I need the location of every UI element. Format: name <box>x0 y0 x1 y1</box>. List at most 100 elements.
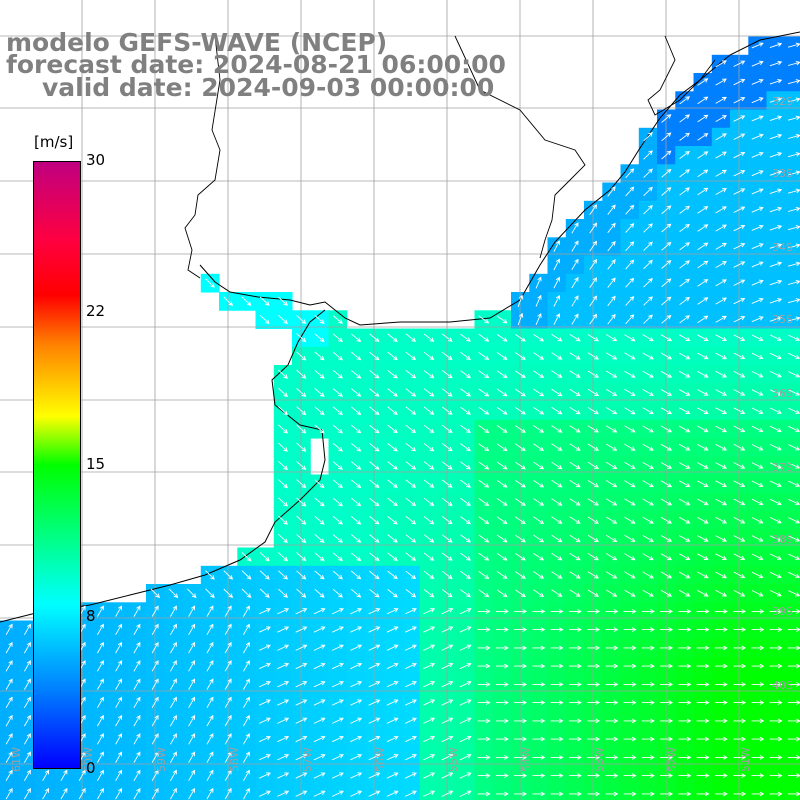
wind-arrow <box>551 333 563 342</box>
wind-arrow <box>460 589 471 598</box>
wind-arrow <box>550 736 564 742</box>
wind-arrow <box>170 733 177 745</box>
wind-arrow <box>478 388 490 397</box>
wind-arrow <box>607 240 616 252</box>
wind-arrow <box>295 626 308 633</box>
wind-cell <box>127 784 147 800</box>
wind-arrow <box>478 589 490 598</box>
wind-arrow <box>715 589 728 597</box>
wind-arrow <box>460 497 471 506</box>
wind-arrow <box>678 352 691 360</box>
wind-arrow <box>697 151 709 159</box>
wind-arrow <box>205 588 215 598</box>
wind-arrow <box>733 78 746 86</box>
wind-arrow <box>350 754 363 761</box>
wind-arrow <box>605 755 619 760</box>
wind-cell <box>675 784 695 800</box>
wind-arrow <box>661 187 672 196</box>
wind-arrow <box>459 790 472 797</box>
wind-arrow <box>661 260 672 269</box>
wind-arrow <box>678 425 691 433</box>
wind-arrow <box>532 755 546 760</box>
wind-arrow <box>697 206 709 214</box>
wind-arrow <box>188 678 196 690</box>
wind-arrow <box>314 388 325 397</box>
wind-arrow <box>751 571 764 579</box>
wind-arrow <box>553 240 560 252</box>
wind-arrow <box>423 552 435 561</box>
wind-arrow <box>643 241 653 251</box>
wind-arrow <box>115 605 123 617</box>
wind-arrow <box>259 644 271 651</box>
wind-arrow <box>224 696 232 709</box>
wind-arrow <box>624 534 636 542</box>
wind-arrow <box>442 351 453 361</box>
wind-arrow <box>625 204 635 215</box>
longitude-label: 58W <box>228 747 241 772</box>
wind-arrow <box>643 296 653 306</box>
wind-arrow <box>97 733 104 745</box>
wind-cell <box>401 784 421 800</box>
wind-arrow <box>259 754 271 761</box>
wind-arrow <box>369 424 380 434</box>
wind-arrow <box>514 791 528 797</box>
wind-arrow <box>97 660 104 672</box>
wind-arrow <box>514 645 528 651</box>
wind-arrow <box>661 114 672 123</box>
wind-arrow <box>715 443 728 451</box>
wind-arrow <box>769 682 783 687</box>
wind-arrow <box>243 660 250 672</box>
wind-arrow <box>733 571 746 579</box>
wind-arrow <box>678 773 692 778</box>
wind-arrow <box>533 370 545 379</box>
wind-arrow <box>278 552 288 562</box>
wind-arrow <box>405 388 417 397</box>
wind-arrow <box>478 406 490 415</box>
wind-arrow <box>751 261 764 268</box>
wind-arrow <box>587 461 599 469</box>
wind-arrow <box>550 627 564 632</box>
wind-arrow <box>587 682 601 687</box>
wind-arrow <box>296 406 307 416</box>
wind-arrow <box>496 498 508 506</box>
wind-arrow <box>423 534 435 543</box>
latitude-label: 39S <box>772 605 793 618</box>
wind-arrow <box>368 644 381 651</box>
wind-arrow <box>351 369 362 379</box>
wind-arrow <box>97 605 104 617</box>
wind-arrow <box>423 388 435 397</box>
wind-arrow <box>589 313 598 325</box>
wind-arrow <box>660 389 673 396</box>
wind-arrow <box>296 588 307 598</box>
wind-arrow <box>206 751 214 763</box>
wind-arrow <box>625 296 635 306</box>
wind-arrow <box>532 773 546 778</box>
wind-arrow <box>733 60 746 67</box>
wind-arrow <box>587 425 599 433</box>
wind-arrow <box>423 699 436 706</box>
wind-arrow <box>295 699 308 706</box>
wind-arrow <box>553 258 560 271</box>
wind-arrow <box>533 534 545 543</box>
wind-arrow <box>278 387 288 398</box>
wind-arrow <box>751 627 765 632</box>
wind-arrow <box>459 644 472 651</box>
wind-arrow <box>770 407 782 414</box>
wind-arrow <box>478 461 490 470</box>
wind-arrow <box>625 259 635 270</box>
wind-arrow <box>770 444 782 451</box>
wind-arrow <box>697 516 709 524</box>
wind-arrow <box>151 733 159 745</box>
wind-arrow <box>551 425 563 433</box>
wind-arrow <box>679 187 690 196</box>
wind-arrow <box>517 312 524 326</box>
wind-arrow <box>460 570 471 579</box>
wind-arrow <box>569 352 581 360</box>
wind-arrow <box>368 717 381 724</box>
wind-arrow <box>224 605 232 617</box>
wind-arrow <box>661 168 672 178</box>
wind-arrow <box>770 590 782 597</box>
wind-arrow <box>605 480 618 488</box>
wind-arrow <box>788 389 800 396</box>
wind-arrow <box>277 608 290 615</box>
